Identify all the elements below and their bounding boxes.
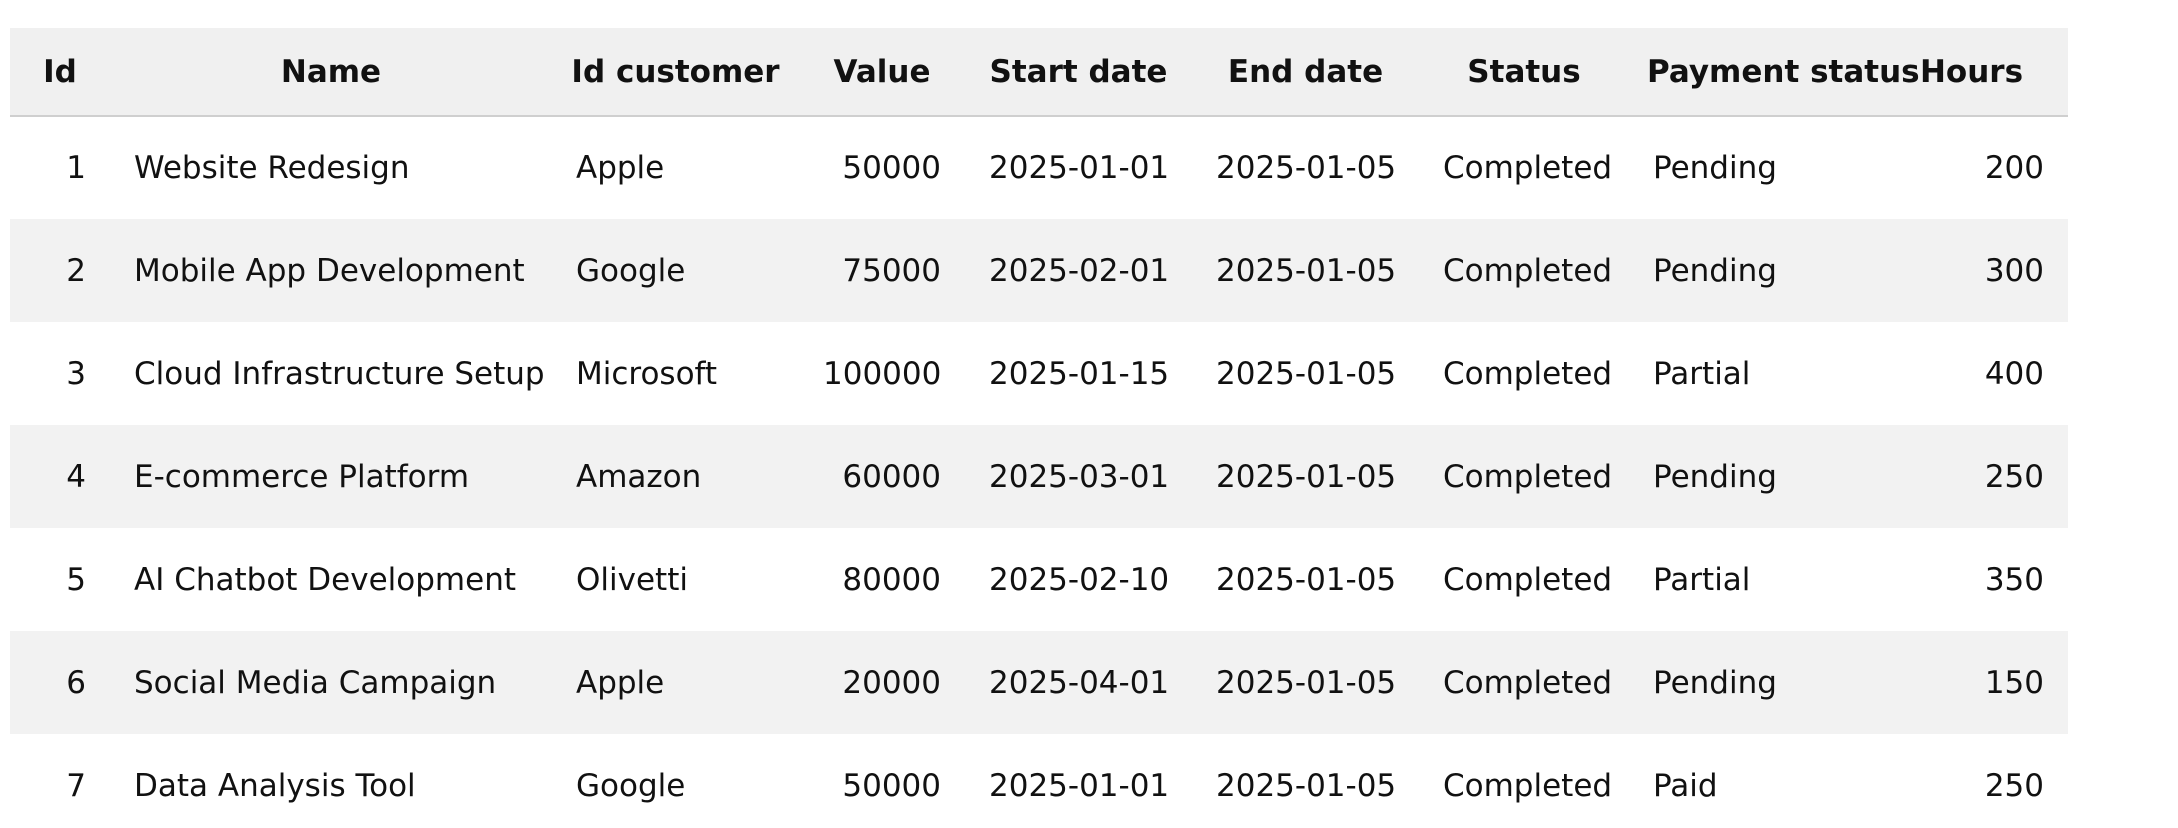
cell-id: 3 xyxy=(66,355,86,392)
column-header-name[interactable]: Name xyxy=(280,53,382,90)
table-body: 1 Website Redesign Apple 50000 2025-01-0… xyxy=(10,116,2068,828)
cell-value: 50000 xyxy=(842,150,941,186)
column-header-value[interactable]: Value xyxy=(833,53,931,90)
cell-id: 5 xyxy=(66,561,86,598)
cell-id: 4 xyxy=(66,458,86,495)
cell-id-customer: Amazon xyxy=(576,458,702,495)
cell-id-customer: Microsoft xyxy=(576,355,718,392)
column-header-id-customer[interactable]: Id customer xyxy=(571,53,780,90)
cell-start-date: 2025-01-15 xyxy=(989,355,1170,392)
cell-hours: 350 xyxy=(1984,561,2044,598)
cell-status: Completed xyxy=(1443,458,1613,495)
cell-payment-status: Partial xyxy=(1653,355,1751,392)
cell-status: Completed xyxy=(1443,252,1613,289)
cell-status: Completed xyxy=(1443,150,1613,186)
cell-start-date: 2025-02-10 xyxy=(989,561,1170,598)
column-header-start-date[interactable]: Start date xyxy=(989,53,1168,90)
column-header-id[interactable]: Id xyxy=(43,53,77,90)
cell-hours: 250 xyxy=(1984,458,2044,495)
cell-start-date: 2025-02-01 xyxy=(989,252,1170,289)
table-row[interactable]: 7 Data Analysis Tool Google 50000 2025-0… xyxy=(10,734,2068,828)
cell-name: Cloud Infrastructure Setup xyxy=(134,355,545,392)
cell-id-customer: Apple xyxy=(576,664,665,701)
cell-id: 2 xyxy=(66,252,86,289)
cell-payment-status: Pending xyxy=(1653,150,1777,186)
table-row[interactable]: 2 Mobile App Development Google 75000 20… xyxy=(10,219,2068,322)
cell-hours: 200 xyxy=(1984,150,2044,186)
cell-name: Website Redesign xyxy=(134,150,410,186)
cell-id-customer: Google xyxy=(576,252,686,289)
cell-hours: 300 xyxy=(1984,252,2044,289)
cell-name: Data Analysis Tool xyxy=(134,767,416,804)
cell-value: 80000 xyxy=(842,561,941,598)
cell-value: 20000 xyxy=(842,664,941,701)
cell-end-date: 2025-01-05 xyxy=(1216,355,1397,392)
cell-id-customer: Apple xyxy=(576,150,665,186)
cell-status: Completed xyxy=(1443,664,1613,701)
cell-end-date: 2025-01-05 xyxy=(1216,664,1397,701)
cell-payment-status: Pending xyxy=(1653,252,1777,289)
cell-id: 1 xyxy=(66,150,86,186)
cell-id-customer: Olivetti xyxy=(576,561,688,598)
column-header-end-date[interactable]: End date xyxy=(1227,53,1384,90)
cell-hours: 400 xyxy=(1984,355,2044,392)
cell-id: 6 xyxy=(66,664,86,701)
cell-name: AI Chatbot Development xyxy=(134,561,516,598)
cell-status: Completed xyxy=(1443,561,1613,598)
cell-status: Completed xyxy=(1443,355,1613,392)
column-header-hours[interactable]: Hours xyxy=(1919,53,2024,90)
cell-start-date: 2025-01-01 xyxy=(989,767,1170,804)
table-row[interactable]: 6 Social Media Campaign Apple 20000 2025… xyxy=(10,631,2068,734)
table-row[interactable]: 5 AI Chatbot Development Olivetti 80000 … xyxy=(10,528,2068,631)
cell-payment-status: Pending xyxy=(1653,458,1777,495)
cell-start-date: 2025-03-01 xyxy=(989,458,1170,495)
cell-value: 60000 xyxy=(842,458,941,495)
cell-end-date: 2025-01-05 xyxy=(1216,561,1397,598)
cell-payment-status: Paid xyxy=(1653,767,1718,804)
cell-id-customer: Google xyxy=(576,767,686,804)
cell-status: Completed xyxy=(1443,767,1613,804)
cell-payment-status: Partial xyxy=(1653,561,1751,598)
cell-end-date: 2025-01-05 xyxy=(1216,767,1397,804)
cell-hours: 150 xyxy=(1984,664,2044,701)
cell-start-date: 2025-01-01 xyxy=(989,150,1170,186)
cell-name: Mobile App Development xyxy=(134,252,525,289)
cell-value: 75000 xyxy=(842,252,941,289)
cell-hours: 250 xyxy=(1984,767,2044,804)
cell-start-date: 2025-04-01 xyxy=(989,664,1170,701)
cell-end-date: 2025-01-05 xyxy=(1216,150,1397,186)
cell-id: 7 xyxy=(66,767,86,804)
cell-value: 50000 xyxy=(842,767,941,804)
column-header-status[interactable]: Status xyxy=(1467,53,1581,90)
cell-name: E-commerce Platform xyxy=(134,458,470,495)
header-row: Id Name Id customer Value Start date End… xyxy=(10,28,2068,116)
cell-end-date: 2025-01-05 xyxy=(1216,252,1397,289)
table-row[interactable]: 4 E-commerce Platform Amazon 60000 2025-… xyxy=(10,425,2068,528)
cell-payment-status: Pending xyxy=(1653,664,1777,701)
table-header: Id Name Id customer Value Start date End… xyxy=(10,28,2068,116)
column-header-payment-status[interactable]: Payment status xyxy=(1647,53,1920,90)
cell-name: Social Media Campaign xyxy=(134,664,497,701)
cell-value: 100000 xyxy=(823,355,942,392)
cell-end-date: 2025-01-05 xyxy=(1216,458,1397,495)
table-row[interactable]: 3 Cloud Infrastructure Setup Microsoft 1… xyxy=(10,322,2068,425)
projects-table: Id Name Id customer Value Start date End… xyxy=(10,28,2068,828)
table-row[interactable]: 1 Website Redesign Apple 50000 2025-01-0… xyxy=(10,116,2068,219)
